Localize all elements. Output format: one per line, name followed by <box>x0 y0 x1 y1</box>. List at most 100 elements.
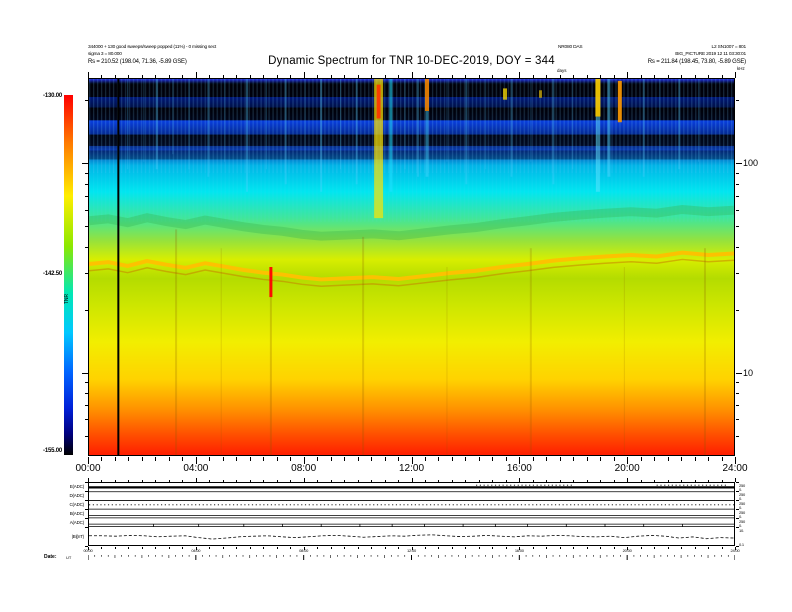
x-axis-tick <box>681 75 683 78</box>
chart-shape <box>89 258 734 287</box>
x-axis-tick <box>627 457 629 464</box>
hk-x-label: 08:00 <box>299 548 309 553</box>
chart-shape <box>595 116 600 192</box>
y-axis-minor-tick <box>736 196 739 197</box>
x-axis-tick <box>478 75 480 78</box>
chart-shape <box>265 79 267 170</box>
x-axis-tick <box>290 457 292 461</box>
y-axis-minor-tick <box>736 393 739 394</box>
hk-x-tick <box>168 547 170 549</box>
hk-row-tick <box>736 491 739 492</box>
x-axis-tick <box>303 72 305 78</box>
hk-x-tick <box>478 480 480 482</box>
x-axis-tick <box>694 75 696 78</box>
y-axis-minor-tick <box>85 419 88 420</box>
x-axis-tick <box>263 75 265 78</box>
hk-row-value-top: 250 <box>739 500 746 506</box>
y-axis-minor-tick <box>85 226 88 227</box>
hk-row-tick <box>736 518 739 519</box>
hk-x-tick <box>735 478 736 482</box>
x-axis-tick <box>101 75 103 78</box>
hk-x-tick <box>330 547 332 549</box>
hk-x-tick <box>600 480 602 482</box>
y-axis-minor-tick <box>736 436 739 437</box>
top-right-annotations: NR080 DAS L2 SN1007 = 801 BIG_PICTURE 20… <box>558 44 746 66</box>
hk-x-tick <box>236 547 238 549</box>
chart-shape <box>529 248 532 455</box>
x-axis-tick <box>182 457 184 461</box>
hk-x-tick <box>276 480 278 482</box>
hk-row-value-bottom: 0. <box>739 513 742 519</box>
hk-row-value-top: 10. <box>739 527 744 533</box>
hk-x-tick <box>141 480 143 482</box>
hk-x-tick <box>424 480 426 482</box>
hk-x-tick <box>627 478 629 482</box>
hk-x-tick <box>317 547 319 549</box>
x-axis-tick <box>613 457 615 461</box>
hk-x-tick <box>101 547 103 549</box>
hk-row-tick <box>85 482 88 483</box>
x-axis-tick <box>600 75 602 78</box>
hk-x-tick <box>249 547 251 549</box>
x-axis-tick <box>128 75 130 78</box>
hk-row-label: |B|(nT) <box>71 534 84 539</box>
y-axis-minor-tick <box>736 247 739 248</box>
hk-x-tick <box>721 547 723 549</box>
chart-shape <box>607 79 611 177</box>
hk-x-tick <box>681 480 683 482</box>
chart-shape <box>424 79 429 111</box>
x-axis-tick <box>586 75 588 78</box>
y-axis-minor-tick <box>85 210 88 211</box>
x-axis-tick <box>667 75 669 78</box>
hk-x-tick <box>559 547 561 549</box>
hk-x-tick <box>182 480 184 482</box>
x-axis-label: 20:00 <box>614 463 640 474</box>
y-axis-label: 10 <box>743 368 754 378</box>
chart-shape <box>355 79 358 185</box>
y-axis-minor-tick <box>85 382 88 383</box>
annotation-bigpicture: BIG_PICTURE 2019 12 11 03:30:01 <box>675 52 746 57</box>
hk-x-tick <box>411 547 413 550</box>
chart-shape <box>269 297 272 455</box>
x-axis-tick <box>640 75 642 78</box>
y-axis-minor-tick <box>85 100 88 101</box>
x-axis-tick <box>451 457 453 461</box>
chart-shape <box>642 79 645 177</box>
chart-shape <box>89 205 734 241</box>
chart-shape <box>446 79 448 162</box>
x-axis-tick <box>478 457 480 461</box>
y-axis-minor-tick <box>85 405 88 406</box>
x-axis-tick <box>155 75 157 78</box>
y-axis-minor-tick <box>736 310 739 311</box>
x-axis-tick <box>546 75 548 78</box>
x-axis-tick <box>209 457 211 461</box>
days-note: days <box>557 68 567 73</box>
x-axis-tick <box>735 72 736 78</box>
x-axis-tick <box>182 75 184 78</box>
x-axis-tick <box>398 75 400 78</box>
spectrogram-image <box>89 79 734 455</box>
date-tick-strip <box>88 555 735 560</box>
x-axis-label: 24:00 <box>722 463 748 474</box>
hk-x-tick <box>168 480 170 482</box>
chart-shape <box>172 79 174 155</box>
chart-shape <box>374 79 384 219</box>
y-axis-minor-tick <box>736 382 739 383</box>
hk-x-tick <box>438 480 440 482</box>
hk-x-tick <box>222 480 224 482</box>
hk-x-tick <box>613 547 615 549</box>
x-axis-tick <box>519 72 521 78</box>
x-axis-tick <box>600 457 602 461</box>
hk-x-tick <box>222 547 224 549</box>
x-axis-tick <box>694 457 696 461</box>
hk-x-tick <box>546 547 548 549</box>
hk-x-tick <box>465 547 467 549</box>
hk-x-tick <box>263 547 265 549</box>
x-axis-tick <box>317 457 319 461</box>
chart-shape <box>89 250 734 282</box>
y-axis-minor-tick <box>736 210 739 211</box>
hk-row-tick <box>736 482 739 483</box>
y-axis-minor-tick <box>85 184 88 185</box>
hk-row-value-top: 250 <box>739 491 746 497</box>
